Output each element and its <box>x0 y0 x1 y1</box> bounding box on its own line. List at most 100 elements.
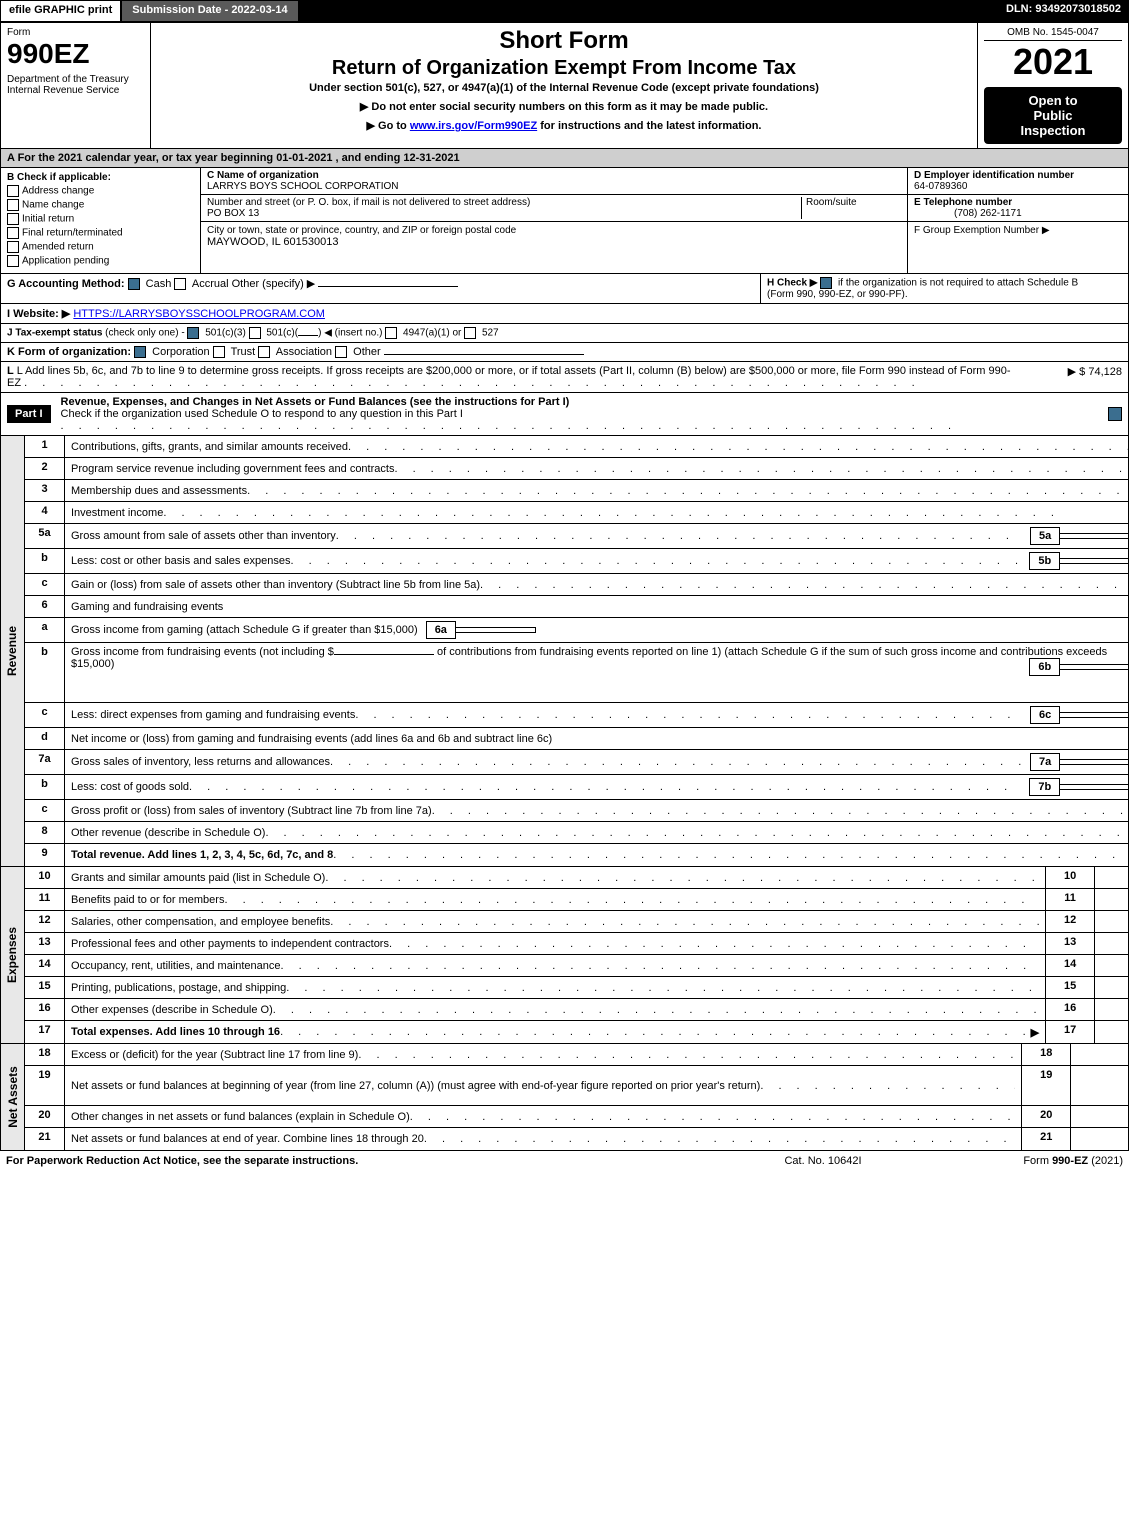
line-num: a <box>25 618 65 642</box>
footer-cat-no: Cat. No. 10642I <box>723 1155 923 1167</box>
cb-label-2: Initial return <box>22 214 74 225</box>
form-number: 990EZ <box>7 38 144 70</box>
form-header: Form 990EZ Department of the Treasury In… <box>0 22 1129 149</box>
line-num: c <box>25 800 65 821</box>
line-text: Professional fees and other payments to … <box>71 938 389 950</box>
section-bcd-grid: B Check if applicable: Address change Na… <box>0 168 1129 274</box>
sub-label: 6b <box>1029 658 1060 676</box>
checkbox-schedule-b[interactable] <box>820 277 832 289</box>
checkbox-501c3[interactable] <box>187 327 199 339</box>
sub-val <box>1060 712 1129 718</box>
org-name: LARRYS BOYS SCHOOL CORPORATION <box>207 181 399 192</box>
expenses-section: Expenses 10Grants and similar amounts pa… <box>0 867 1129 1044</box>
ein-value: 64-0789360 <box>914 181 967 192</box>
dln-label: DLN: 93492073018502 <box>998 0 1129 22</box>
checkbox-final-return[interactable] <box>7 227 19 239</box>
website-link[interactable]: HTTPS://LARRYSBOYSSCHOOLPROGRAM.COM <box>73 308 325 320</box>
line-num: 3 <box>25 480 65 501</box>
addr-label: Number and street (or P. O. box, if mail… <box>207 197 530 208</box>
accrual-label: Accrual <box>192 278 229 290</box>
line-amount <box>1071 1106 1129 1127</box>
omb-number: OMB No. 1545-0047 <box>984 27 1122 41</box>
line-amount: 24,084 <box>1071 1044 1129 1065</box>
section-b: B Check if applicable: Address change Na… <box>1 168 201 273</box>
footer-form-number: 990-EZ <box>1052 1155 1088 1167</box>
line-num: 19 <box>25 1066 65 1105</box>
line-text: Less: direct expenses from gaming and fu… <box>71 709 355 721</box>
line-num: b <box>25 549 65 573</box>
line-num: 1 <box>25 436 65 457</box>
line-num: 9 <box>25 844 65 866</box>
line-text: Total revenue. Add lines 1, 2, 3, 4, 5c,… <box>71 849 333 861</box>
checkbox-amended-return[interactable] <box>7 241 19 253</box>
line-num: 10 <box>25 867 65 888</box>
line-box: 18 <box>1021 1044 1071 1065</box>
line-text: Printing, publications, postage, and shi… <box>71 982 286 994</box>
checkbox-corporation[interactable] <box>134 346 146 358</box>
city-label: City or town, state or province, country… <box>207 225 516 236</box>
sub-label: 6c <box>1030 706 1060 724</box>
instruction-2: ▶ Go to www.irs.gov/Form990EZ for instru… <box>157 119 971 132</box>
section-a: A For the 2021 calendar year, or tax yea… <box>0 149 1129 168</box>
line-text: Excess or (deficit) for the year (Subtra… <box>71 1049 358 1061</box>
opt-corp: Corporation <box>152 346 209 358</box>
checkbox-527[interactable] <box>464 327 476 339</box>
check-list: Address change Name change Initial retur… <box>7 185 194 267</box>
line-num: c <box>25 703 65 727</box>
line-amount: 38,506 <box>1071 1066 1129 1105</box>
open-to-public-badge: Open to Public Inspection <box>984 87 1122 144</box>
line-text: Investment income <box>71 507 163 519</box>
part1-header-row: Part I Revenue, Expenses, and Changes in… <box>0 393 1129 436</box>
opt-501c3: 501(c)(3) <box>205 328 246 339</box>
cb-label-1: Name change <box>22 200 84 211</box>
k-label: K Form of organization: <box>7 346 131 358</box>
line-text: Total expenses. Add lines 10 through 16 <box>71 1026 280 1038</box>
line-text: Membership dues and assessments <box>71 485 247 497</box>
org-name-label: C Name of organization <box>207 170 319 181</box>
line-num: 18 <box>25 1044 65 1065</box>
part1-title: Revenue, Expenses, and Changes in Net As… <box>61 396 570 408</box>
dept-label: Department of the Treasury Internal Reve… <box>7 74 144 96</box>
section-k: K Form of organization: Corporation Trus… <box>0 343 1129 362</box>
opt-501c-a: 501(c)( <box>266 328 298 339</box>
other-specify-input[interactable] <box>318 286 458 287</box>
checkbox-trust[interactable] <box>213 346 225 358</box>
netassets-sidebar: Net Assets <box>1 1044 25 1150</box>
contributions-amount-input[interactable] <box>334 654 434 655</box>
sub-val <box>456 627 536 633</box>
expenses-lines: 10Grants and similar amounts paid (list … <box>25 867 1129 1043</box>
instr2-pre: ▶ Go to <box>367 120 410 132</box>
open-line2: Public <box>988 108 1118 123</box>
efile-print-button[interactable]: efile GRAPHIC print <box>0 0 121 22</box>
checkbox-application-pending[interactable] <box>7 255 19 267</box>
title-block: Short Form Return of Organization Exempt… <box>151 23 978 148</box>
line-box: 16 <box>1045 999 1095 1020</box>
line-num: 2 <box>25 458 65 479</box>
checkbox-other-org[interactable] <box>335 346 347 358</box>
line-amount: 1,463 <box>1095 977 1129 998</box>
checkbox-501c[interactable] <box>249 327 261 339</box>
line-text: Net assets or fund balances at beginning… <box>71 1080 760 1092</box>
checkbox-initial-return[interactable] <box>7 213 19 225</box>
checkbox-accrual[interactable] <box>174 278 186 290</box>
checkbox-name-change[interactable] <box>7 199 19 211</box>
line-text-1: Gross income from fundraising events (no… <box>71 646 334 658</box>
checkbox-cash[interactable] <box>128 278 140 290</box>
sub-label: 5b <box>1029 552 1060 570</box>
other-org-input[interactable] <box>384 354 584 355</box>
sub-val <box>1060 784 1129 790</box>
cash-label: Cash <box>146 278 172 290</box>
checkbox-association[interactable] <box>258 346 270 358</box>
line-box: 20 <box>1021 1106 1071 1127</box>
checkbox-4947[interactable] <box>385 327 397 339</box>
insert-no-input[interactable] <box>298 335 318 336</box>
section-b-title: B Check if applicable: <box>7 172 194 183</box>
checkbox-address-change[interactable] <box>7 185 19 197</box>
section-j: J Tax-exempt status (check only one) - 5… <box>0 324 1129 343</box>
cb-label-4: Amended return <box>22 242 94 253</box>
row-gh: G Accounting Method: Cash Accrual Other … <box>0 274 1129 304</box>
line-num: 7a <box>25 750 65 774</box>
irs-link[interactable]: www.irs.gov/Form990EZ <box>410 120 537 132</box>
checkbox-schedule-o-part1[interactable] <box>1108 407 1122 421</box>
spacer <box>299 0 998 22</box>
